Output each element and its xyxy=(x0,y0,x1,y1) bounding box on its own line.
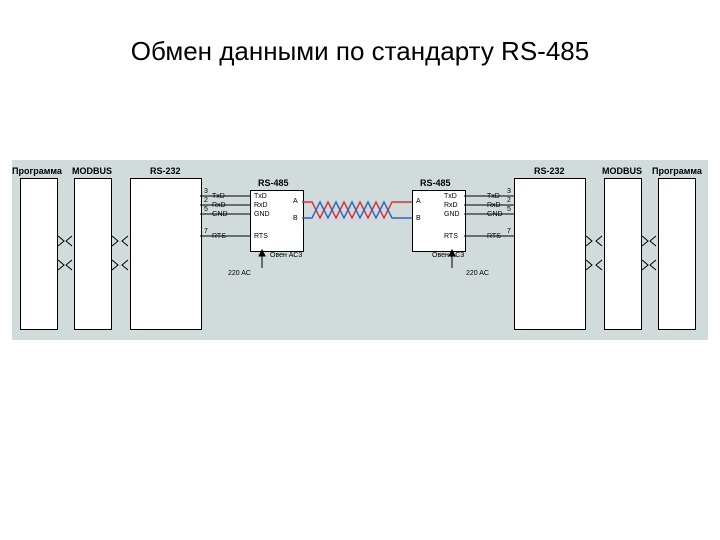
diagram-stage: Программа MODBUS RS-232 RS-485 RS-485 RS… xyxy=(12,160,708,340)
page-title: Обмен данными по стандарту RS-485 xyxy=(0,0,720,67)
wiring-svg xyxy=(12,160,708,340)
